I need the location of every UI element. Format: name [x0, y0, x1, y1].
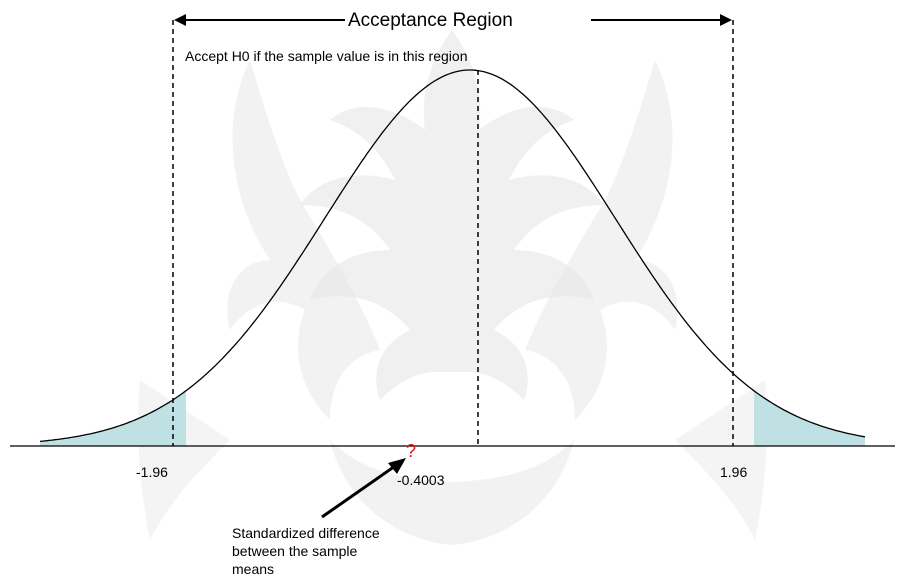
left-rejection-region — [40, 390, 186, 446]
right-rejection-region — [754, 390, 865, 446]
annotation-line-2: between the sample — [232, 543, 358, 559]
watermark-emblem — [138, 30, 767, 545]
annotation-arrow-shaft — [321, 462, 399, 519]
right-critical-value-label: 1.96 — [720, 464, 747, 480]
normal-distribution-curve — [39, 69, 866, 443]
annotation-line-1: Standardized difference — [232, 525, 380, 541]
question-mark: ? — [406, 441, 416, 461]
sample-value-label: -0.4003 — [397, 472, 445, 488]
acceptance-arrow-left-head — [174, 14, 186, 26]
diagram-title: Acceptance Region — [348, 10, 513, 31]
left-critical-value-label: -1.96 — [136, 464, 168, 480]
acceptance-arrow-right-head — [720, 14, 732, 26]
annotation-line-3: means — [232, 561, 274, 577]
annotation-arrow-head — [388, 458, 406, 474]
acceptance-description: Accept H0 if the sample value is in this… — [185, 48, 467, 64]
